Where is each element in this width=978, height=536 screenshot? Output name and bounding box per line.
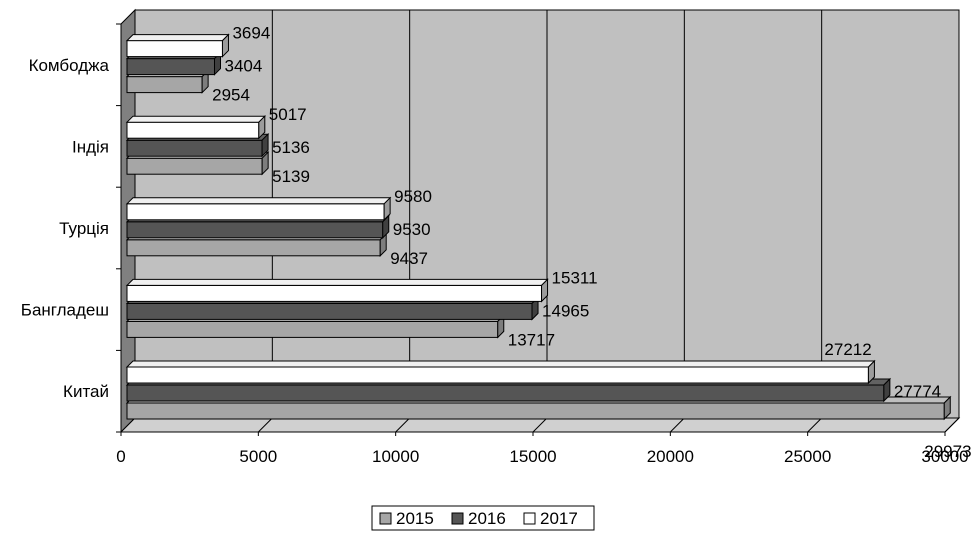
bar-side-2017-3 [258, 114, 266, 140]
data-label: 27212 [824, 340, 871, 359]
data-label: 9580 [394, 187, 432, 206]
bar-top-2017-1 [125, 278, 549, 286]
data-label: 3404 [224, 57, 262, 76]
bar-side-2017-4 [221, 33, 229, 58]
category-label: Індія [72, 137, 109, 156]
bar-2016-0 [126, 384, 885, 402]
data-label: 2954 [212, 86, 250, 105]
bar-top-2017-0 [125, 360, 876, 368]
bar-top-2017-3 [125, 115, 267, 123]
category-label: Комбоджа [29, 56, 110, 75]
data-label: 9437 [390, 249, 428, 268]
bar-side-2015-3 [261, 150, 269, 176]
x-tick-label: 25000 [784, 447, 831, 466]
data-label: 14965 [542, 301, 589, 320]
data-label: 9530 [393, 220, 431, 239]
bar-side-2017-1 [541, 278, 549, 303]
bar-side-2016-0 [883, 377, 891, 403]
bar-top-2017-4 [125, 34, 230, 42]
bar-2016-4 [126, 58, 215, 76]
floor-gridline [257, 417, 273, 433]
bar-2017-3 [126, 121, 260, 139]
bar-2016-2 [126, 221, 384, 239]
bar-2016-3 [126, 139, 263, 157]
data-label: 5139 [272, 167, 310, 186]
x-tick-label: 10000 [372, 447, 419, 466]
bar-2015-3 [126, 157, 263, 175]
floor-gridline [669, 417, 685, 433]
bar-2015-4 [126, 76, 203, 94]
legend-label-2017: 2017 [540, 509, 578, 528]
bar-side-2017-2 [383, 196, 391, 222]
bar-2017-2 [126, 203, 385, 221]
floor-gridline [395, 417, 411, 433]
x-tick-label: 20000 [647, 447, 694, 466]
legend-swatch-2017 [523, 512, 536, 525]
category-label: Турція [59, 219, 109, 238]
data-label: 29973 [924, 442, 971, 461]
bar-2015-1 [126, 320, 499, 338]
category-label: Бангладеш [21, 301, 109, 320]
x-tick-label: 0 [116, 447, 125, 466]
bar-side-2015-0 [943, 395, 951, 421]
legend-swatch-2016 [451, 512, 464, 525]
data-label: 5017 [269, 105, 307, 124]
data-label: 13717 [508, 330, 555, 349]
bar-2017-1 [126, 284, 543, 302]
bar-side-2017-0 [867, 359, 875, 385]
bar-top-2017-2 [125, 197, 392, 205]
bar-2015-2 [126, 239, 381, 257]
x-tick-label: 5000 [239, 447, 277, 466]
data-label: 15311 [552, 268, 598, 287]
bar-side-2016-3 [261, 132, 269, 158]
legend-swatch-2015 [379, 512, 392, 525]
legend-label-2015: 2015 [396, 509, 434, 528]
data-label: 27774 [894, 382, 941, 401]
data-label: 3694 [232, 24, 270, 43]
bar-2015-0 [126, 402, 945, 420]
legend-label-2016: 2016 [468, 509, 506, 528]
bar-2016-1 [126, 302, 533, 320]
legend-box [371, 505, 595, 531]
floor-gridline [807, 417, 823, 433]
x-tick-label: 30000 [921, 447, 968, 466]
bar-2017-0 [126, 366, 869, 384]
data-label: 5136 [272, 138, 310, 157]
bar-2017-4 [126, 40, 223, 58]
floor-gridline [944, 417, 960, 433]
floor-gridline [532, 417, 548, 433]
x-tick-label: 15000 [509, 447, 556, 466]
category-label: Китай [63, 382, 109, 401]
